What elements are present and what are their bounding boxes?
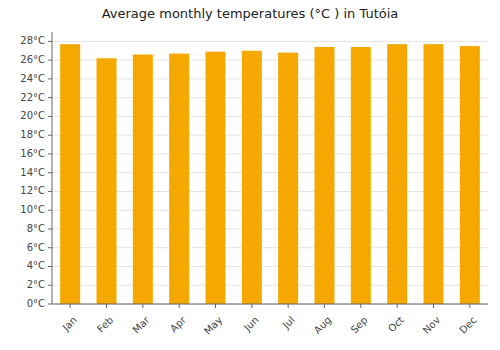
chart: 0°C 2°C 4°C 6°C 8°C 10°C 12°C 14°C 16°C 18°C 20°C 2… xyxy=(0,0,500,350)
grid-line xyxy=(52,97,488,98)
x-tick xyxy=(106,304,107,308)
y-tick-label: 6°C xyxy=(27,242,45,253)
bar xyxy=(315,47,335,304)
bar xyxy=(351,47,371,304)
bar xyxy=(169,54,189,304)
x-axis: Jan Feb Mar Apr May Jun Jul Aug Sep Oct Nov Dec xyxy=(52,304,488,337)
y-tick-label: 20°C xyxy=(20,110,45,121)
y-tick-label: 22°C xyxy=(20,92,45,103)
y-tick xyxy=(48,116,52,117)
x-tick-label: Apr xyxy=(168,314,189,335)
y-tick xyxy=(48,266,52,267)
x-tick-label: Sep xyxy=(349,314,370,335)
y-tick xyxy=(48,78,52,79)
x-tick xyxy=(251,304,252,308)
x-tick xyxy=(70,304,71,308)
y-tick xyxy=(48,41,52,42)
y-tick-label: 10°C xyxy=(20,204,45,215)
x-tick xyxy=(469,304,470,308)
y-tick xyxy=(48,97,52,98)
bar xyxy=(387,44,407,304)
x-tick-label: Mar xyxy=(131,314,153,336)
grid-line xyxy=(52,153,488,154)
grid-line xyxy=(52,172,488,173)
y-tick-label: 12°C xyxy=(20,185,45,196)
y-tick xyxy=(48,60,52,61)
bar xyxy=(133,55,153,304)
grid-line xyxy=(52,41,488,42)
x-tick-label: Aug xyxy=(312,314,334,336)
grid-line xyxy=(52,285,488,286)
x-tick xyxy=(397,304,398,308)
y-tick-label: 0°C xyxy=(27,298,45,309)
x-tick xyxy=(360,304,361,308)
x-tick-label: Jul xyxy=(280,314,297,331)
bar xyxy=(60,44,80,304)
page: {"chart_data": {"type": "bar", "title": … xyxy=(0,0,500,350)
y-tick-label: 28°C xyxy=(20,35,45,46)
x-tick xyxy=(288,304,289,308)
x-tick xyxy=(142,304,143,308)
y-tick-label: 24°C xyxy=(20,73,45,84)
y-tick xyxy=(48,304,52,305)
bar xyxy=(424,44,444,304)
y-tick xyxy=(48,191,52,192)
grid-line xyxy=(52,304,488,305)
y-tick-label: 26°C xyxy=(20,54,45,65)
y-tick xyxy=(48,210,52,211)
grid-line xyxy=(52,191,488,192)
grid-line xyxy=(52,210,488,211)
y-tick xyxy=(48,285,52,286)
y-tick xyxy=(48,153,52,154)
y-tick-label: 14°C xyxy=(20,167,45,178)
x-tick-label: Oct xyxy=(386,314,406,334)
y-tick xyxy=(48,135,52,136)
y-tick-label: 2°C xyxy=(27,279,45,290)
x-tick-label: Dec xyxy=(457,314,478,335)
bar xyxy=(242,51,262,304)
bars xyxy=(60,44,480,304)
x-tick xyxy=(324,304,325,308)
grid-line xyxy=(52,78,488,79)
y-tick xyxy=(48,172,52,173)
x-tick xyxy=(179,304,180,308)
grid-line xyxy=(52,266,488,267)
x-tick-label: May xyxy=(202,314,224,336)
grid-line xyxy=(52,60,488,61)
y-axis: 0°C 2°C 4°C 6°C 8°C 10°C 12°C 14°C 16°C 18°C 20°C 2… xyxy=(20,32,52,309)
grid xyxy=(52,41,488,304)
bar xyxy=(97,58,117,304)
grid-line xyxy=(52,135,488,136)
x-tick-label: Jun xyxy=(241,314,261,334)
bar xyxy=(460,46,480,304)
y-tick xyxy=(48,247,52,248)
y-tick xyxy=(48,228,52,229)
x-tick xyxy=(433,304,434,308)
x-tick-label: Nov xyxy=(421,314,443,336)
x-tick-label: Feb xyxy=(95,314,115,334)
title: Average monthly temperatures (°C ) in Tu… xyxy=(102,6,399,21)
y-axis-line xyxy=(52,32,53,304)
bar xyxy=(206,52,226,304)
x-axis-line xyxy=(52,304,488,305)
y-tick-label: 16°C xyxy=(20,148,45,159)
bar xyxy=(278,53,298,304)
grid-line xyxy=(52,116,488,117)
y-tick-label: 4°C xyxy=(27,260,45,271)
x-tick xyxy=(215,304,216,308)
x-tick-label: Jan xyxy=(60,314,79,333)
grid-line xyxy=(52,228,488,229)
y-tick-label: 18°C xyxy=(20,129,45,140)
grid-line xyxy=(52,247,488,248)
y-tick-label: 8°C xyxy=(27,223,45,234)
